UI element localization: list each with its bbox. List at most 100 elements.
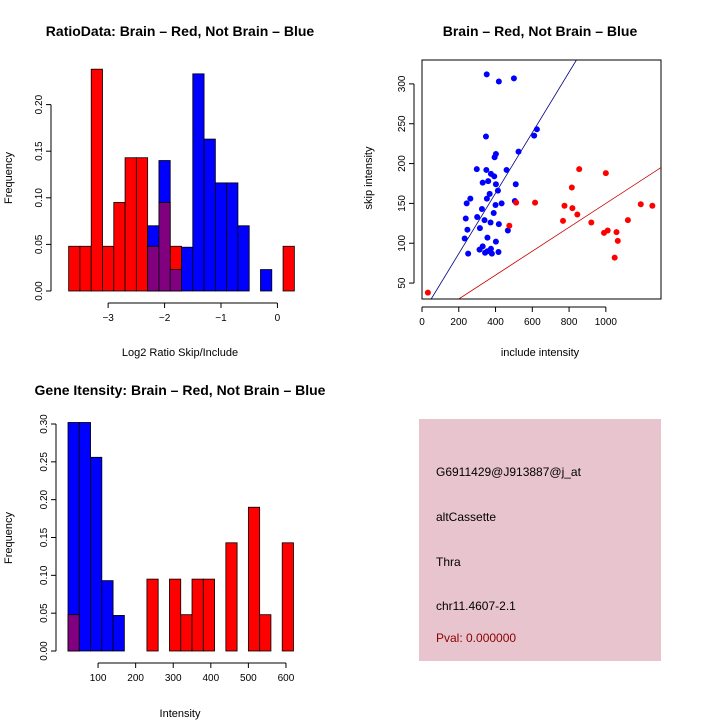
notbrain-point-32	[495, 221, 502, 228]
scatter-points	[424, 71, 656, 296]
ratio-brain-bar-10	[282, 245, 295, 292]
ratio-histogram-axes: −3 −2 −1 0 0.00 0.05 0.10 0.15 0.20	[34, 94, 281, 324]
brain-point-18	[614, 237, 621, 244]
gene-brain-bar-9	[281, 542, 294, 652]
ratio-y-tick-label-2: 0.10	[34, 188, 45, 208]
gene-y-tick-label-4: 0.20	[39, 489, 50, 509]
ratio-histogram-panel: RatioData: Brain – Red, Not Brain – Blue…	[3, 23, 314, 359]
gene-intensity-histogram-panel: Gene Itensity: Brain – Red, Not Brain – …	[3, 382, 326, 720]
gene-y-tick-label-0: 0.00	[39, 641, 50, 661]
gene-x-tick-label-1: 200	[127, 673, 144, 684]
ratio-x-tick-label-1: −2	[159, 313, 171, 324]
blue-fit-line	[430, 60, 577, 299]
ratio-x-tick-label-3: 0	[275, 313, 281, 324]
gene-notbrain-bar-0	[67, 422, 80, 616]
scatter-xlabel: include intensity	[501, 347, 580, 359]
notbrain-point-6	[515, 148, 522, 155]
ratio-brain-bar-5	[124, 157, 137, 292]
notbrain-point-22	[483, 195, 490, 202]
notbrain-point-35	[504, 227, 511, 234]
notbrain-point-15	[479, 179, 486, 186]
brain-point-7	[569, 205, 576, 212]
notbrain-point-30	[481, 217, 488, 224]
brain-point-0	[424, 289, 431, 296]
brain-point-1	[513, 199, 520, 206]
ratio-histogram-ylabel: Frequency	[3, 152, 15, 204]
brain-point-16	[604, 227, 611, 234]
notbrain-point-0	[483, 71, 490, 78]
gene-intensity-bars	[67, 422, 294, 652]
red-fit-line	[458, 167, 661, 299]
notbrain-point-1	[510, 75, 517, 82]
ratio-overlap-bar-1	[158, 202, 171, 292]
brain-point-8	[574, 211, 581, 218]
notbrain-point-38	[492, 238, 499, 245]
brain-point-9	[560, 217, 567, 224]
gene-x-tick-label-2: 300	[165, 673, 182, 684]
ratio-notbrain-bar-3	[181, 246, 194, 292]
scatter-plot-box	[421, 59, 662, 300]
notbrain-point-26	[478, 205, 485, 212]
probe-id-text: G6911429@J913887@j_at	[436, 465, 582, 479]
brain-point-11	[637, 201, 644, 208]
notbrain-point-23	[463, 200, 470, 207]
notbrain-point-45	[488, 250, 495, 257]
brain-point-5	[602, 170, 609, 177]
notbrain-point-34	[464, 226, 471, 233]
scatter-x-tick-label-5: 1000	[595, 317, 618, 328]
gene-intensity-ylabel: Frequency	[3, 512, 15, 564]
ratio-brain-bar-4	[113, 202, 126, 292]
ratio-x-tick-label-2: −1	[215, 313, 227, 324]
pval-text: Pval: 0.000000	[436, 631, 516, 645]
notbrain-point-36	[484, 234, 491, 241]
scatter-ylabel: skip intensity	[363, 146, 375, 209]
scatter-fit-lines	[430, 60, 661, 299]
event-type-text: altCassette	[436, 510, 496, 524]
brain-point-12	[649, 202, 656, 209]
scatter-x-tick-label-0: 0	[419, 317, 425, 328]
scatter-y-tick-label-0: 50	[397, 277, 408, 289]
scatter-y-tick-label-2: 150	[397, 195, 408, 212]
gene-brain-bar-7	[247, 506, 261, 652]
notbrain-point-16	[492, 181, 499, 188]
gene-brain-bar-4	[191, 578, 204, 652]
gene-x-tick-label-5: 600	[278, 673, 295, 684]
ratio-y-tick-label-1: 0.05	[34, 234, 45, 254]
gene-brain-bar-5	[202, 578, 215, 652]
info-panel-background	[419, 419, 661, 661]
intensity-scatter-panel: Brain – Red, Not Brain – Blue 0 200 400 600…	[363, 23, 662, 359]
scatter-y-tick-label-1: 100	[397, 234, 408, 251]
notbrain-point-17	[512, 181, 519, 188]
gene-x-tick-label-3: 400	[202, 673, 219, 684]
notbrain-point-19	[486, 190, 493, 197]
ratio-histogram-title: RatioData: Brain – Red, Not Brain – Blue	[46, 23, 315, 39]
gene-overlap-bar-0	[67, 614, 80, 652]
gene-x-tick-label-4: 500	[240, 673, 257, 684]
gene-y-tick-label-6: 0.30	[39, 414, 50, 434]
ratio-brain-bar-2	[90, 68, 103, 292]
notbrain-point-4	[531, 132, 538, 139]
notbrain-point-24	[498, 200, 505, 207]
notbrain-point-37	[461, 235, 468, 242]
gene-notbrain-bar-3	[101, 580, 114, 652]
ratio-notbrain-bar-1	[158, 160, 171, 203]
scatter-x-tick-label-2: 400	[487, 317, 504, 328]
scatter-y-tick-label-4: 250	[397, 115, 408, 132]
notbrain-point-9	[473, 166, 480, 173]
scatter-title: Brain – Red, Not Brain – Blue	[443, 23, 638, 39]
ratio-brain-bar-6	[135, 157, 149, 292]
notbrain-point-2	[495, 78, 502, 85]
notbrain-point-31	[487, 219, 494, 226]
notbrain-point-3	[533, 126, 540, 133]
brain-point-4	[568, 184, 575, 191]
brain-point-13	[624, 217, 631, 224]
info-panel: G6911429@J913887@j_at altCassette Thra c…	[419, 419, 661, 661]
ratio-notbrain-bar-0	[147, 225, 160, 247]
ratio-brain-bar-3	[102, 245, 115, 292]
gene-brain-bar-3	[180, 614, 193, 652]
ratio-overlap-bar-0	[147, 245, 160, 292]
ratio-x-tick-label-0: −3	[102, 313, 114, 324]
ratio-notbrain-bar-4	[192, 73, 205, 292]
ratio-notbrain-bar-5	[203, 138, 216, 292]
gene-brain-bar-1	[146, 578, 159, 652]
